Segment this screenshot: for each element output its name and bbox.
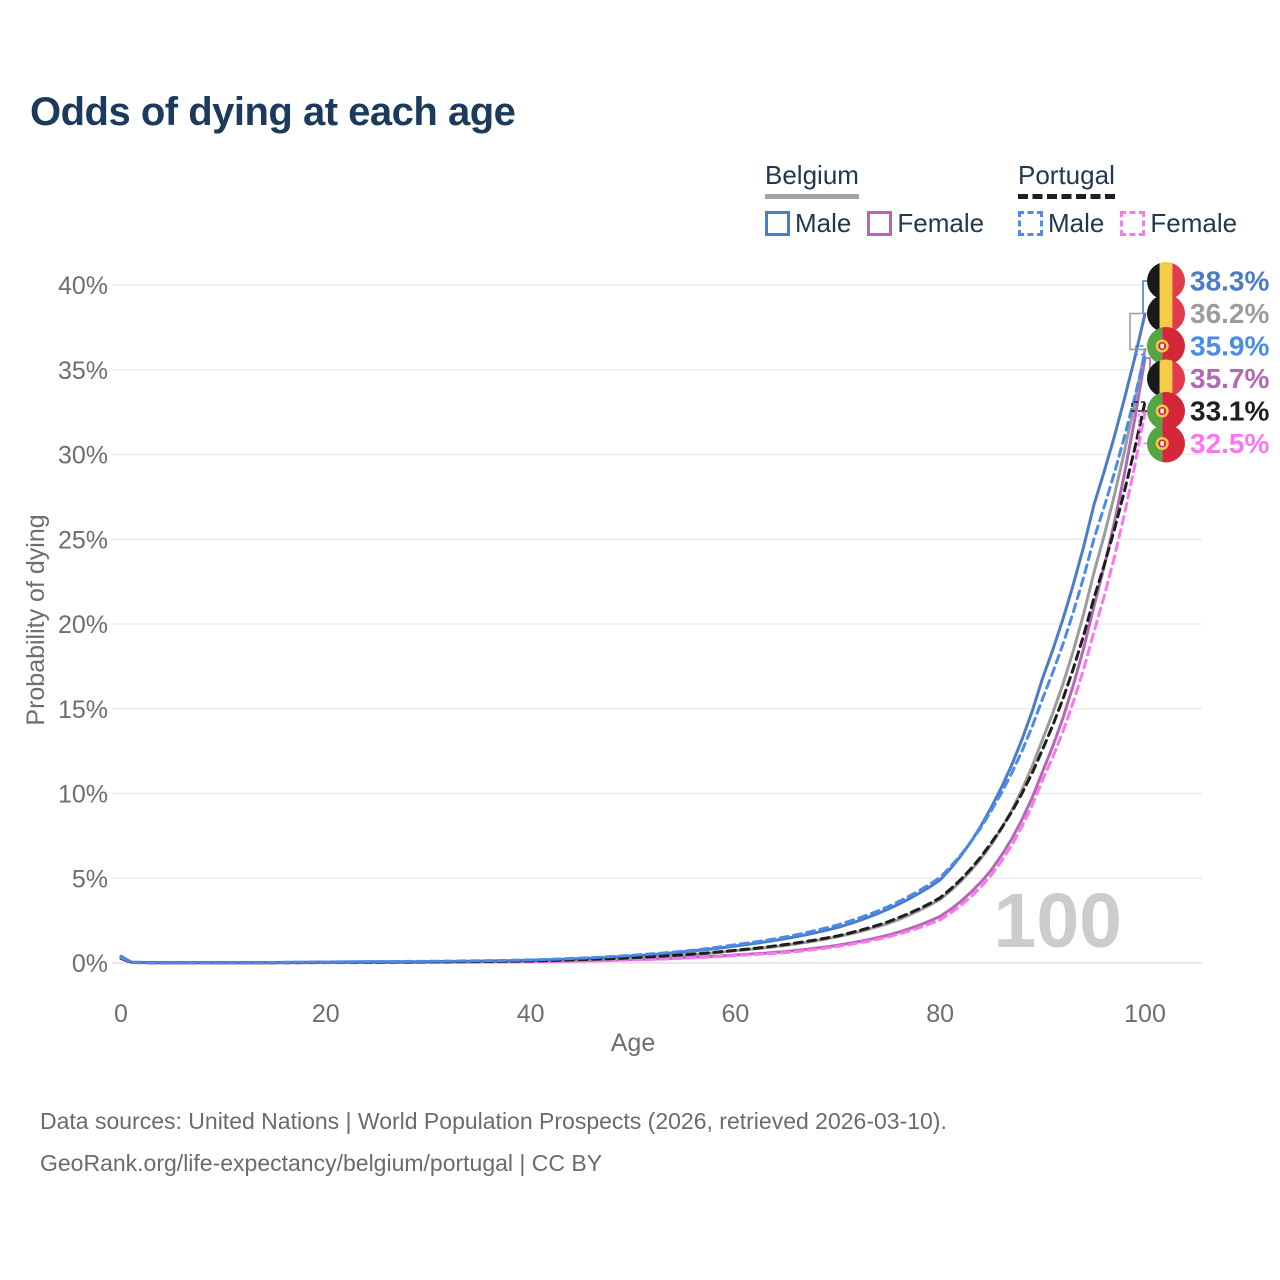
legend-item-belgium-female[interactable]: Female xyxy=(867,208,984,239)
age-counter-watermark: 100 xyxy=(994,878,1122,964)
x-tick-label: 0 xyxy=(114,1000,128,1028)
y-tick-label: 35% xyxy=(58,357,108,385)
end-label-connector xyxy=(1131,401,1147,412)
y-tick-label: 30% xyxy=(58,442,108,470)
belgium-flag-icon[interactable] xyxy=(1147,294,1185,333)
legend-country-portugal[interactable]: Portugal xyxy=(1018,160,1115,199)
portugal-male-swatch-icon xyxy=(1018,211,1043,236)
belgium-flag-icon[interactable] xyxy=(1147,262,1185,300)
end-label-value[interactable]: 38.3% xyxy=(1190,266,1269,297)
legend-item-label: Female xyxy=(897,208,985,238)
y-tick-label: 20% xyxy=(58,611,108,639)
legend-item-portugal-female[interactable]: Female xyxy=(1120,208,1237,239)
x-axis-title: Age xyxy=(611,1029,655,1057)
legend-item-belgium-male[interactable]: Male xyxy=(765,208,851,239)
series-line-portugal-male[interactable] xyxy=(119,353,1147,965)
belgium-male-swatch-icon xyxy=(765,211,790,236)
end-label-connector xyxy=(1142,280,1147,315)
x-tick-label: 20 xyxy=(312,1000,340,1028)
x-tick-label: 100 xyxy=(1124,1000,1166,1028)
y-tick-label: 10% xyxy=(58,781,108,809)
series-line-belgium-male[interactable] xyxy=(119,312,1147,965)
end-label-value[interactable]: 35.9% xyxy=(1190,331,1269,362)
belgium-flag-icon[interactable] xyxy=(1147,359,1185,398)
legend-group-belgium: Belgium Male Female xyxy=(765,160,1000,239)
y-tick-label: 5% xyxy=(72,865,108,893)
page-title: Odds of dying at each age xyxy=(30,90,516,134)
legend-row-portugal: Male Female xyxy=(1018,208,1253,239)
y-tick-label: 25% xyxy=(58,526,108,554)
portugal-flag-icon[interactable] xyxy=(1147,392,1185,430)
x-tick-label: 60 xyxy=(721,1000,749,1028)
y-tick-label: 15% xyxy=(58,696,108,724)
end-label-connector xyxy=(1129,312,1147,351)
end-label-connector xyxy=(1138,411,1147,445)
portugal-flag-icon[interactable] xyxy=(1147,424,1185,463)
belgium-female-swatch-icon xyxy=(867,211,893,236)
end-label-connector xyxy=(1135,345,1147,356)
series-line-portugal-female[interactable] xyxy=(119,410,1147,965)
portugal-female-swatch-icon xyxy=(1120,211,1146,236)
x-tick-label: 80 xyxy=(926,1000,954,1028)
legend-item-label: Male xyxy=(795,208,852,238)
portugal-flag-icon[interactable] xyxy=(1147,327,1185,365)
y-tick-label: 0% xyxy=(72,950,108,978)
legend-country-belgium[interactable]: Belgium xyxy=(765,160,859,199)
end-label-value[interactable]: 33.1% xyxy=(1190,396,1269,427)
x-tick-label: 40 xyxy=(517,1000,545,1028)
end-label-value[interactable]: 32.5% xyxy=(1190,428,1269,459)
series-line-belgium-female[interactable] xyxy=(119,356,1147,965)
y-axis-title: Probability of dying xyxy=(22,514,50,725)
legend-row-belgium: Male Female xyxy=(765,208,1000,239)
legend-group-portugal: Portugal Male Female xyxy=(1018,160,1253,239)
series-line-portugal-both-sexes[interactable] xyxy=(119,400,1147,965)
end-label-value[interactable]: 36.2% xyxy=(1190,298,1269,329)
legend-item-label: Female xyxy=(1150,208,1238,238)
legend-item-label: Male xyxy=(1048,208,1105,238)
end-label-value[interactable]: 35.7% xyxy=(1190,363,1269,394)
footer-attribution: GeoRank.org/life-expectancy/belgium/port… xyxy=(40,1150,603,1176)
y-tick-label: 40% xyxy=(58,272,108,300)
legend-item-portugal-male[interactable]: Male xyxy=(1018,208,1104,239)
footer-data-sources: Data sources: United Nations | World Pop… xyxy=(40,1108,947,1134)
